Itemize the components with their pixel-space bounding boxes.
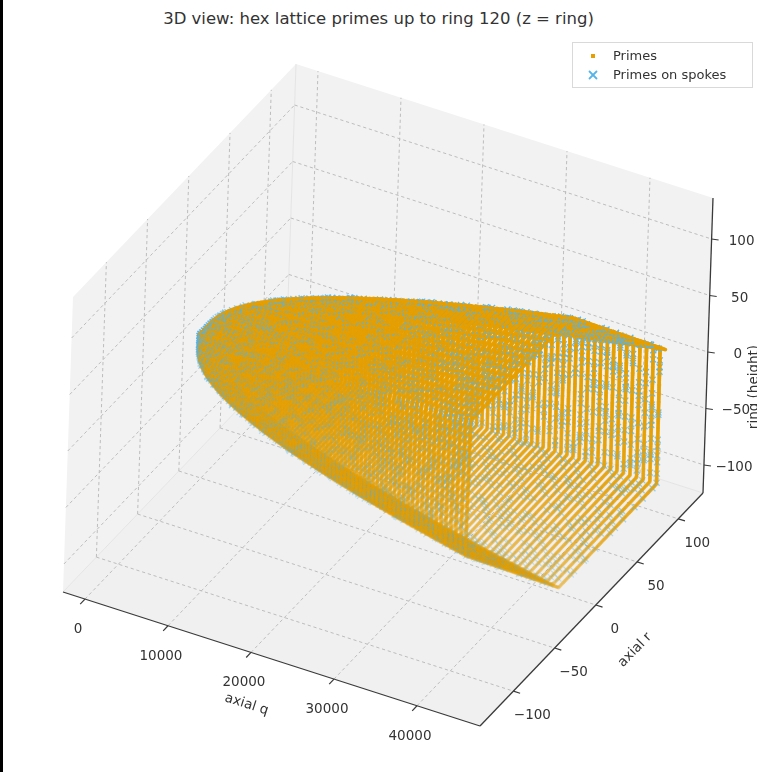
legend-label-spokes: Primes on spokes [613,67,726,82]
legend-item-primes-on-spokes: Primes on spokes [573,65,752,84]
primes-marker-icon [573,54,613,58]
y-tick-label: 50 [647,577,664,593]
legend-item-primes: Primes [573,46,752,65]
y-tick-label: −50 [559,663,588,679]
z-tick-label: 100 [729,232,755,248]
3d-scatter-plot [0,0,757,772]
z-tick-label: −100 [715,458,752,474]
z-tick-label: 0 [733,345,742,361]
z-tick-label: 50 [731,289,748,305]
y-tick-label: −100 [514,706,551,722]
y-tick-label: 100 [684,534,710,550]
x-tick-label: 40000 [389,727,432,743]
legend: Primes Primes on spokes [572,42,753,88]
legend-label-primes: Primes [613,48,657,63]
x-tick-label: 20000 [223,673,266,689]
y-tick-label: 0 [611,620,620,636]
x-tick-label: 10000 [140,647,183,663]
z-axis-label: ring (height) [745,345,757,429]
spokes-marker-icon [573,70,613,80]
x-tick-label: 0 [74,620,83,636]
x-tick-label: 30000 [306,700,349,716]
